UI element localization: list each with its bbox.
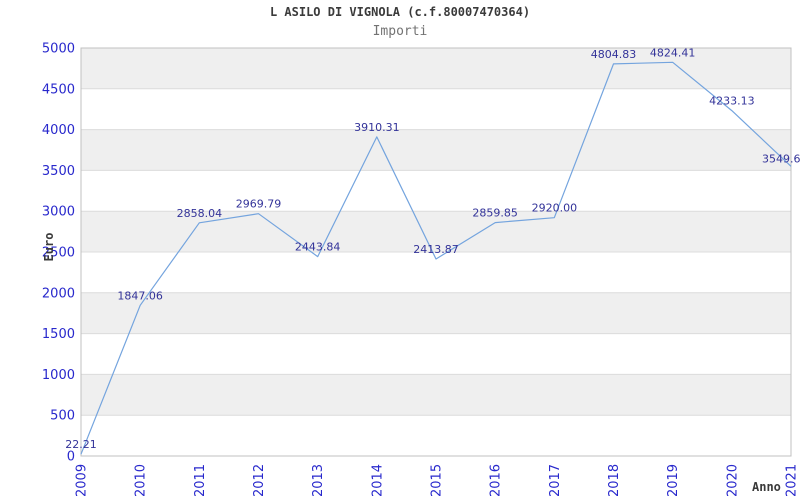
x-tick-label: 2012 <box>252 464 267 497</box>
y-tick-label: 4000 <box>42 123 75 138</box>
y-tick-label: 1500 <box>42 327 75 342</box>
data-point-label: 2859.85 <box>472 207 518 220</box>
y-tick-label: 2500 <box>42 246 75 261</box>
x-tick-label: 2015 <box>430 464 445 497</box>
data-point-label: 2858.04 <box>177 207 223 220</box>
x-tick-label: 2019 <box>666 464 681 497</box>
data-point-label: 1847.06 <box>117 289 163 302</box>
plot-band <box>81 129 791 171</box>
data-line <box>80 61 792 455</box>
y-tick-label: 0 <box>67 450 75 465</box>
y-tick-label: 4500 <box>42 82 75 97</box>
data-point-label: 2969.79 <box>236 198 282 211</box>
data-point-label: 4824.41 <box>650 46 696 59</box>
plot-band <box>81 88 791 130</box>
x-tick-label: 2016 <box>489 464 504 497</box>
plot-band <box>81 374 791 416</box>
data-point-label: 2413.87 <box>413 243 459 256</box>
y-tick-label: 500 <box>50 409 75 424</box>
plot-band <box>81 333 791 375</box>
chart-title: L ASILO DI VIGNOLA (c.f.80007470364) <box>269 5 531 19</box>
x-tick-label: 2021 <box>785 464 800 497</box>
plot-border <box>80 47 792 457</box>
x-tick-label: 2009 <box>75 464 90 497</box>
data-point-label: 4804.83 <box>591 48 637 61</box>
data-point-label: 22.21 <box>65 438 97 451</box>
x-tick-label: 2014 <box>370 464 385 497</box>
data-point-label: 3910.31 <box>354 121 400 134</box>
y-tick-label: 3500 <box>42 164 75 179</box>
data-point-label: 2443.84 <box>295 241 341 254</box>
y-tick-label: 3000 <box>42 205 75 220</box>
y-tick-label: 5000 <box>42 42 75 57</box>
data-point-label: 4233.13 <box>709 95 755 108</box>
x-tick-label: 2011 <box>193 464 208 497</box>
y-tick-label: 2000 <box>42 286 75 301</box>
x-tick-label: 2010 <box>134 464 149 497</box>
plot-band <box>81 211 791 252</box>
x-tick-label: 2013 <box>311 464 326 497</box>
plot-band <box>81 48 791 89</box>
chart-subtitle: Importi <box>372 24 428 39</box>
x-tick-label: 2020 <box>725 464 740 497</box>
x-tick-label: 2018 <box>607 464 622 497</box>
x-axis-title: Anno <box>752 480 781 494</box>
y-axis-title: Euro <box>42 232 56 262</box>
data-point-label: 3549.68 <box>762 152 800 165</box>
plot-band <box>81 415 791 456</box>
y-tick-label: 1000 <box>42 368 75 383</box>
x-tick-label: 2017 <box>548 464 563 497</box>
plot-band <box>81 292 791 334</box>
data-point-label: 2920.00 <box>532 202 578 215</box>
plot-band <box>81 170 791 212</box>
